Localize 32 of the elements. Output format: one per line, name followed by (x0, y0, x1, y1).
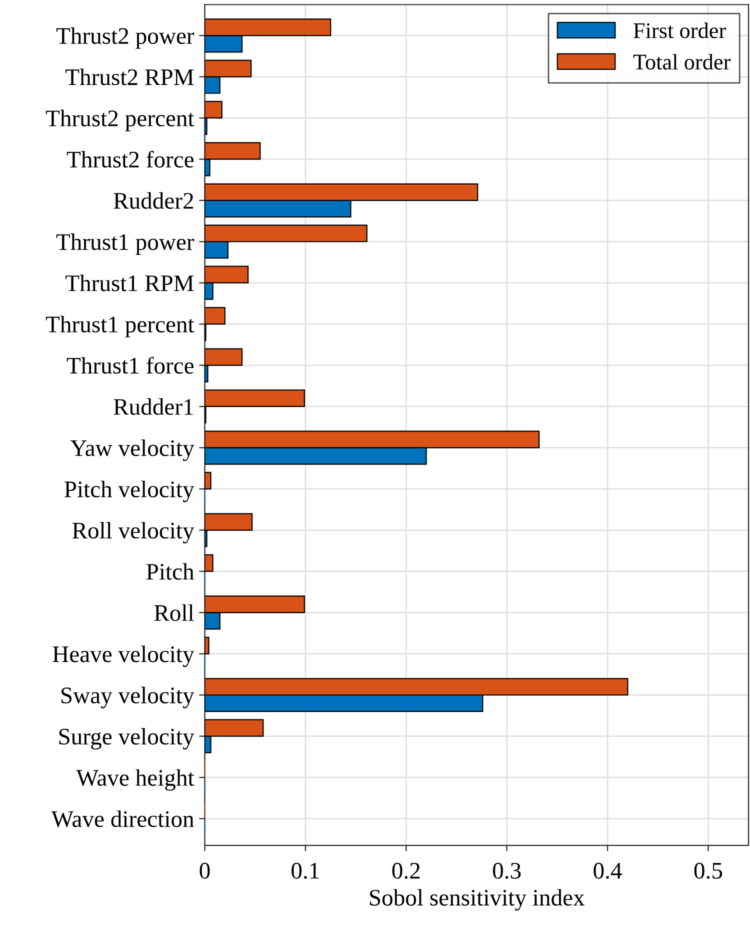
y-tick-label: Pitch velocity (64, 480, 194, 502)
y-tick-label: Thrust2 force (66, 150, 194, 168)
y-tick-label: Thrust1 power (56, 233, 194, 255)
x-tick-label: 0.2 (392, 862, 420, 879)
y-tick-label: Surge velocity (59, 728, 194, 750)
y-tick-label: Thrust2 power (56, 27, 194, 49)
y-tick-label: Thrust1 percent (46, 316, 194, 338)
y-tick-label: Wave direction (51, 810, 194, 828)
y-tick-label: Wave height (76, 769, 194, 791)
x-axis-title: Sobol sensitivity index (370, 889, 585, 911)
x-tick-label: 0.1 (292, 862, 319, 879)
y-tick-label: Roll velocity (72, 522, 194, 544)
x-tick-label: 0.3 (492, 862, 521, 879)
y-tick-label: Thrust2 percent (46, 110, 194, 132)
y-tick-label: Thrust1 force (66, 356, 194, 374)
y-tick-label: Roll (154, 604, 194, 621)
y-tick-label: Rudder1 (114, 398, 193, 415)
y-tick-label: Yaw velocity (70, 440, 194, 461)
bar (204, 554, 214, 572)
y-tick-label: Rudder2 (114, 192, 194, 209)
y-tick-label: Heave velocity (52, 646, 194, 668)
y-tick-label: Sway velocity (61, 686, 194, 708)
bar (204, 472, 212, 490)
legend-label: First order (634, 22, 726, 38)
y-tick-label: Thrust1 RPM (66, 274, 194, 292)
x-tick-label: 0.5 (694, 862, 722, 879)
bar (204, 636, 210, 654)
x-tick-label: 0 (200, 862, 210, 879)
y-tick-label: Thrust2 RPM (66, 68, 194, 86)
legend-label: Total order (633, 54, 731, 70)
y-tick-label: Pitch (146, 563, 194, 580)
x-tick-label: 0.4 (594, 862, 622, 879)
